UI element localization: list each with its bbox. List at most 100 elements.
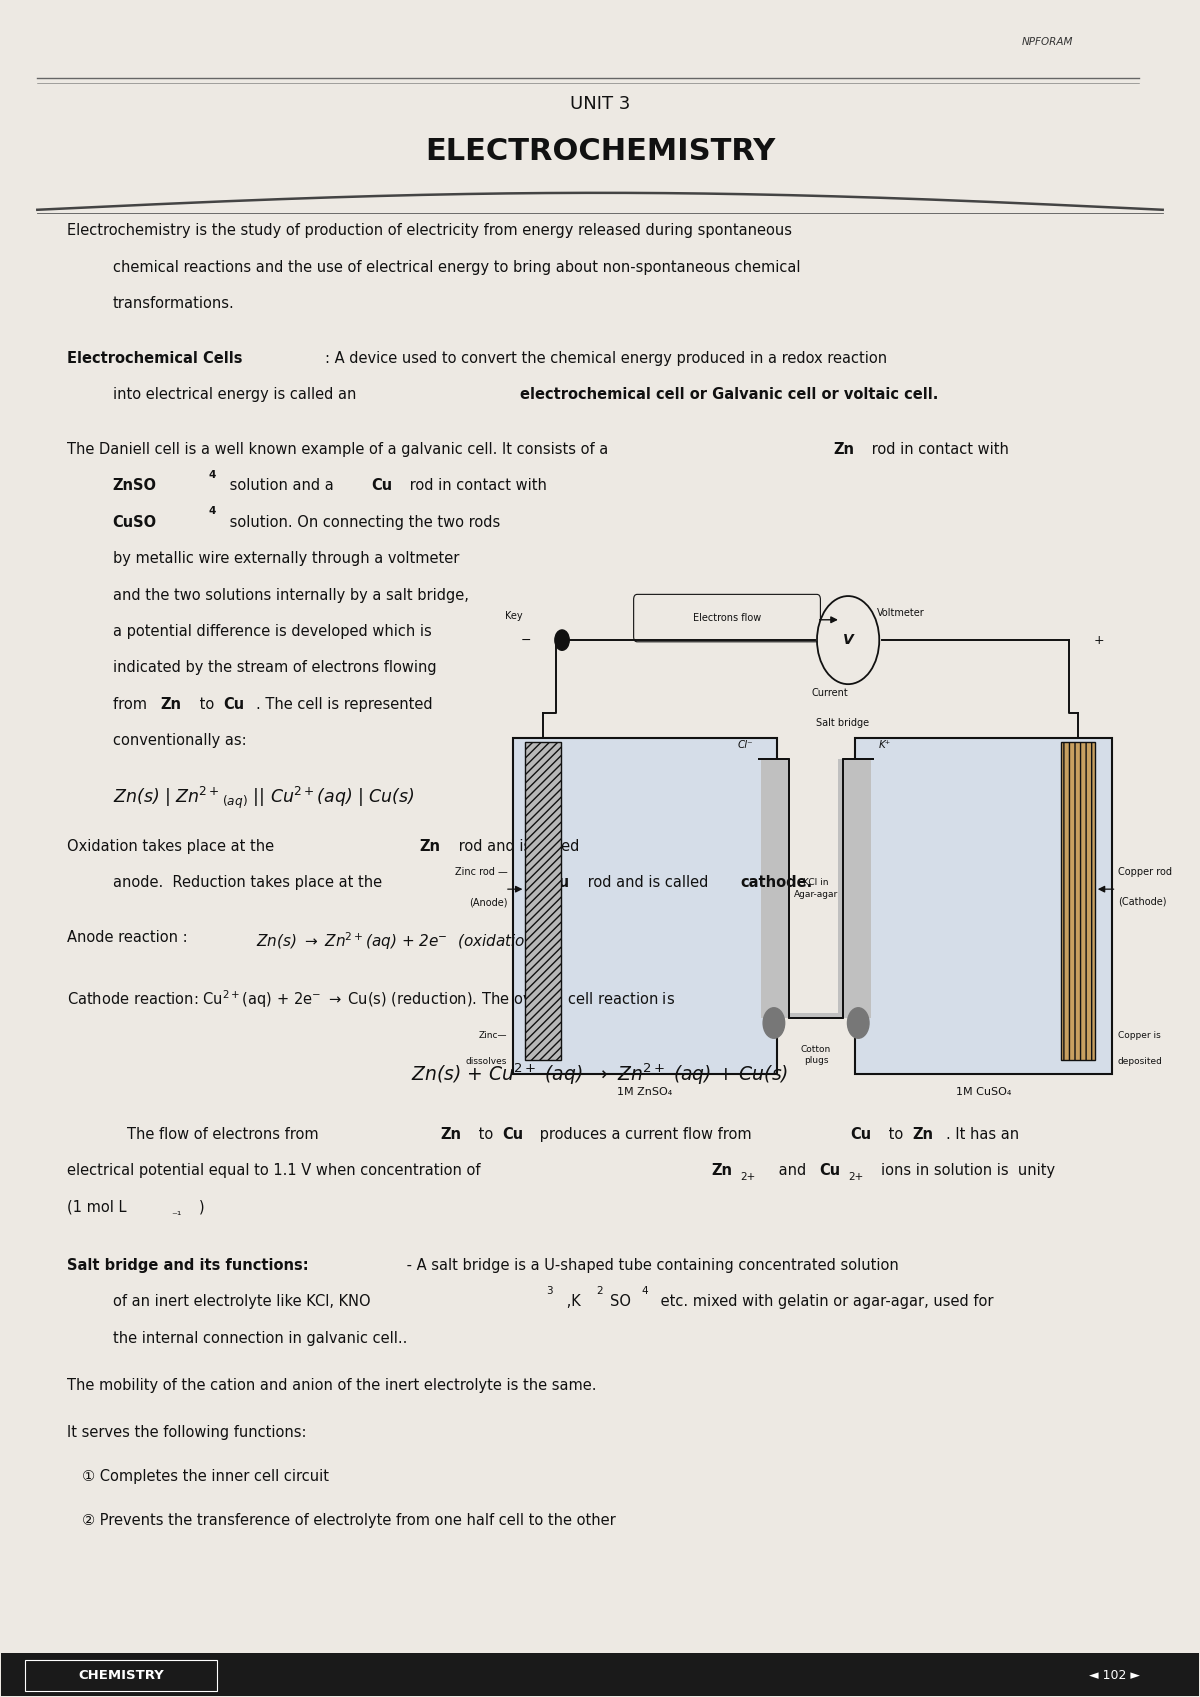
Text: Zn: Zn xyxy=(712,1162,732,1178)
Text: Copper rod: Copper rod xyxy=(1117,867,1171,877)
Circle shape xyxy=(847,1008,869,1039)
Text: : A device used to convert the chemical energy produced in a redox reaction: : A device used to convert the chemical … xyxy=(325,351,887,367)
Text: 4: 4 xyxy=(209,506,216,516)
Text: dissolves: dissolves xyxy=(466,1057,508,1066)
Circle shape xyxy=(817,596,880,684)
Text: K⁺: K⁺ xyxy=(880,740,892,750)
Text: rod in contact with: rod in contact with xyxy=(404,479,547,494)
Text: −: − xyxy=(521,633,532,647)
Text: Oxidation takes place at the: Oxidation takes place at the xyxy=(67,838,278,854)
Text: produces a current flow from: produces a current flow from xyxy=(535,1127,757,1142)
Text: It serves the following functions:: It serves the following functions: xyxy=(67,1425,307,1441)
Text: Salt bridge: Salt bridge xyxy=(816,718,869,728)
Text: Electrons flow: Electrons flow xyxy=(692,613,761,623)
Text: Zn: Zn xyxy=(419,838,440,854)
Text: ⁻¹: ⁻¹ xyxy=(172,1212,181,1222)
Text: Cotton
plugs: Cotton plugs xyxy=(800,1045,832,1066)
Text: 2+: 2+ xyxy=(848,1171,863,1181)
Text: ◄ 102 ►: ◄ 102 ► xyxy=(1090,1668,1140,1682)
Text: CHEMISTRY: CHEMISTRY xyxy=(78,1668,164,1682)
Text: solution. On connecting the two rods: solution. On connecting the two rods xyxy=(226,514,500,529)
Text: solution and a: solution and a xyxy=(226,479,338,494)
Text: the internal connection in galvanic cell..: the internal connection in galvanic cell… xyxy=(113,1330,407,1346)
Text: Cu: Cu xyxy=(223,697,244,711)
Text: transformations.: transformations. xyxy=(113,297,234,311)
Text: rod and is called: rod and is called xyxy=(583,876,713,891)
Text: ,K: ,K xyxy=(562,1295,581,1310)
Text: Zinc rod —: Zinc rod — xyxy=(455,867,508,877)
Text: (1 mol L: (1 mol L xyxy=(67,1200,127,1215)
Text: UNIT 3: UNIT 3 xyxy=(570,95,630,112)
Text: Zn(s) $\rightarrow$ Zn$^{2+}$(aq) + 2e$^{-}$  (oxidation): Zn(s) $\rightarrow$ Zn$^{2+}$(aq) + 2e$^… xyxy=(257,930,541,952)
Text: etc. mixed with gelatin or agar-agar, used for: etc. mixed with gelatin or agar-agar, us… xyxy=(656,1295,994,1310)
Text: Salt bridge and its functions:: Salt bridge and its functions: xyxy=(67,1257,308,1273)
Text: Zn(s) | Zn$^{2+}$$_{(aq)}$ || Cu$^{2+}$(aq) | Cu(s): Zn(s) | Zn$^{2+}$$_{(aq)}$ || Cu$^{2+}$(… xyxy=(113,784,414,811)
Text: by metallic wire externally through a voltmeter: by metallic wire externally through a vo… xyxy=(113,552,460,567)
Text: . It has an: . It has an xyxy=(946,1127,1019,1142)
Text: SO: SO xyxy=(610,1295,630,1310)
Text: electrical potential equal to 1.1 V when concentration of: electrical potential equal to 1.1 V when… xyxy=(67,1162,485,1178)
Text: anode.  Reduction takes place at the: anode. Reduction takes place at the xyxy=(113,876,386,891)
Text: (Anode): (Anode) xyxy=(469,898,508,908)
Text: 1M CuSO₄: 1M CuSO₄ xyxy=(955,1088,1012,1098)
Text: of an inert electrolyte like KCl, KNO: of an inert electrolyte like KCl, KNO xyxy=(113,1295,371,1310)
Text: into electrical energy is called an: into electrical energy is called an xyxy=(113,387,361,402)
Circle shape xyxy=(763,1008,785,1039)
Text: Zn: Zn xyxy=(161,697,181,711)
Text: Electrochemical Cells: Electrochemical Cells xyxy=(67,351,242,367)
Text: ELECTROCHEMISTRY: ELECTROCHEMISTRY xyxy=(425,137,775,166)
Text: Cu: Cu xyxy=(502,1127,523,1142)
Text: 2+: 2+ xyxy=(740,1171,755,1181)
Bar xyxy=(761,759,871,1018)
Text: conventionally as:: conventionally as: xyxy=(113,733,246,748)
Bar xyxy=(1,1653,1199,1695)
Bar xyxy=(856,738,1111,1074)
Text: ① Completes the inner cell circuit: ① Completes the inner cell circuit xyxy=(82,1470,329,1485)
Text: rod and is called: rod and is called xyxy=(454,838,580,854)
Text: Key: Key xyxy=(504,611,522,621)
Text: 3: 3 xyxy=(546,1286,553,1297)
Text: Current: Current xyxy=(811,687,848,697)
Text: indicated by the stream of electrons flowing: indicated by the stream of electrons flo… xyxy=(113,660,437,675)
Text: Zinc—: Zinc— xyxy=(479,1032,508,1040)
Text: Cu: Cu xyxy=(548,876,570,891)
Text: Zn(s) + Cu$^{2+}$ (aq) $\rightarrow$ Zn$^{2+}$ (aq) + Cu(s): Zn(s) + Cu$^{2+}$ (aq) $\rightarrow$ Zn$… xyxy=(412,1061,788,1086)
Text: rod in contact with: rod in contact with xyxy=(866,441,1009,456)
Text: a potential difference is developed which is: a potential difference is developed whic… xyxy=(113,624,432,640)
Text: The mobility of the cation and anion of the inert electrolyte is the same.: The mobility of the cation and anion of … xyxy=(67,1378,596,1393)
Text: ions in solution is  unity: ions in solution is unity xyxy=(881,1162,1056,1178)
Text: from: from xyxy=(113,697,151,711)
Text: Voltmeter: Voltmeter xyxy=(877,608,924,618)
Text: to: to xyxy=(474,1127,498,1142)
Text: to: to xyxy=(196,697,220,711)
Text: Cu: Cu xyxy=(371,479,392,494)
Text: (Cathode): (Cathode) xyxy=(1117,896,1166,906)
Text: Cu: Cu xyxy=(820,1162,840,1178)
Text: +: + xyxy=(1093,633,1104,647)
Text: 4: 4 xyxy=(209,470,216,480)
Circle shape xyxy=(554,630,569,650)
Text: 1M ZnSO₄: 1M ZnSO₄ xyxy=(618,1088,673,1098)
Text: ): ) xyxy=(199,1200,204,1215)
FancyBboxPatch shape xyxy=(634,594,821,641)
Text: electrochemical cell or Galvanic cell or voltaic cell.: electrochemical cell or Galvanic cell or… xyxy=(520,387,938,402)
Text: The flow of electrons from: The flow of electrons from xyxy=(127,1127,323,1142)
Text: . The cell is represented: . The cell is represented xyxy=(257,697,433,711)
Text: CuSO: CuSO xyxy=(113,514,157,529)
Text: KCl in
Agar-agar: KCl in Agar-agar xyxy=(794,877,838,899)
Text: V: V xyxy=(842,633,853,647)
Text: Zn: Zn xyxy=(912,1127,934,1142)
Text: cathode.: cathode. xyxy=(740,876,812,891)
Text: chemical reactions and the use of electrical energy to bring about non-spontaneo: chemical reactions and the use of electr… xyxy=(113,260,800,275)
Text: Anode reaction :: Anode reaction : xyxy=(67,930,192,945)
Text: Electrochemistry is the study of production of electricity from energy released : Electrochemistry is the study of product… xyxy=(67,224,792,238)
Bar xyxy=(514,738,776,1074)
Text: - A salt bridge is a U-shaped tube containing concentrated solution: - A salt bridge is a U-shaped tube conta… xyxy=(402,1257,899,1273)
Text: NPFORAM: NPFORAM xyxy=(1021,37,1073,48)
Text: Cl⁻: Cl⁻ xyxy=(737,740,752,750)
Text: 2: 2 xyxy=(596,1286,604,1297)
Bar xyxy=(526,742,562,1061)
Text: and: and xyxy=(774,1162,810,1178)
Text: deposited: deposited xyxy=(1117,1057,1163,1066)
Text: and the two solutions internally by a salt bridge,: and the two solutions internally by a sa… xyxy=(113,587,469,602)
